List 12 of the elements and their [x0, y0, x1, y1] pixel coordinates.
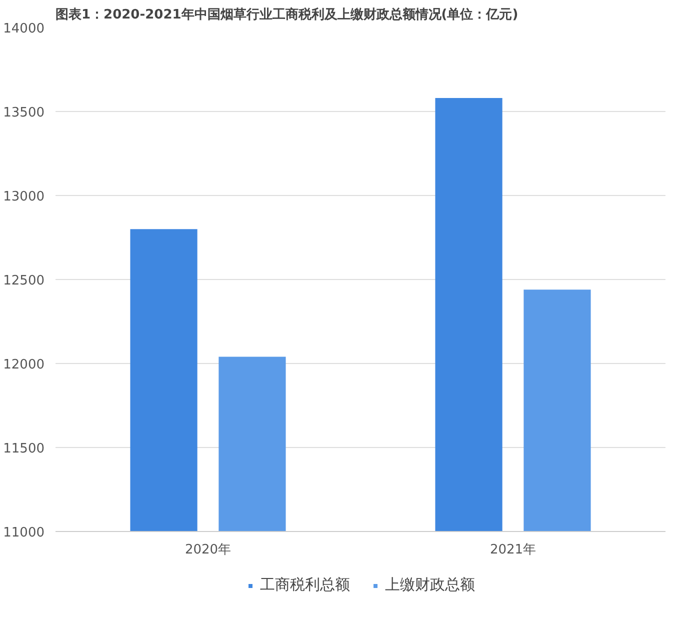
y-tick-label: 13000: [3, 190, 45, 204]
x-tick-label: 2021年: [490, 542, 536, 558]
y-tick-label: 12500: [3, 274, 45, 288]
legend-label: 工商税利总额: [260, 576, 350, 594]
y-tick-label: 11000: [3, 526, 45, 540]
y-tick-label: 11500: [3, 442, 45, 456]
chart-title: 图表1：2020-2021年中国烟草行业工商税利及上缴财政总额情况(单位：亿元): [56, 6, 518, 22]
y-tick-label: 14000: [3, 22, 45, 36]
legend-label: 上缴财政总额: [385, 576, 475, 594]
y-tick-label: 12000: [3, 358, 45, 372]
x-tick-label: 2020年: [184, 542, 232, 558]
y-tick-label: 13500: [3, 106, 45, 120]
